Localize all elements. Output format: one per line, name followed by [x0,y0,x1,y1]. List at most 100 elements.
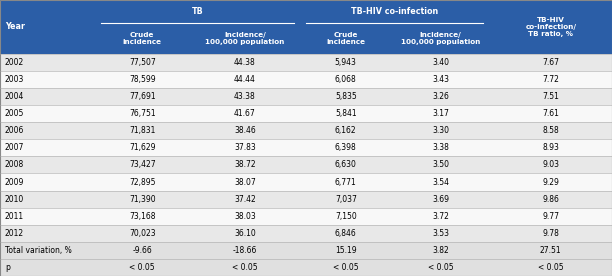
Text: 38.46: 38.46 [234,126,256,135]
Text: 2009: 2009 [5,177,24,187]
Text: 3.26: 3.26 [432,92,449,101]
Text: 2012: 2012 [5,229,24,238]
Text: 9.86: 9.86 [542,195,559,204]
Text: TB: TB [192,7,203,16]
Text: 71,831: 71,831 [129,126,155,135]
Text: 44.38: 44.38 [234,58,256,67]
Text: 7,037: 7,037 [335,195,357,204]
Text: 2005: 2005 [5,109,24,118]
Text: 71,629: 71,629 [129,143,155,152]
Text: 3.50: 3.50 [432,160,449,169]
Text: 9.78: 9.78 [542,229,559,238]
Text: 6,846: 6,846 [335,229,357,238]
Text: 38.07: 38.07 [234,177,256,187]
Text: 78,599: 78,599 [129,75,155,84]
Text: 6,162: 6,162 [335,126,357,135]
Bar [0,139,612,156]
Text: < 0.05: < 0.05 [232,263,258,272]
Bar [0,0,612,54]
Text: 7.67: 7.67 [542,58,559,67]
Text: 6,630: 6,630 [335,160,357,169]
Text: 2011: 2011 [5,212,24,221]
Text: TB-HIV
co-infection/
TB ratio, %: TB-HIV co-infection/ TB ratio, % [525,17,577,37]
Text: < 0.05: < 0.05 [333,263,359,272]
Text: 6,771: 6,771 [335,177,357,187]
Text: 3.43: 3.43 [432,75,449,84]
Text: 3.17: 3.17 [432,109,449,118]
Text: 2006: 2006 [5,126,24,135]
Text: -18.66: -18.66 [233,246,257,255]
Text: 3.69: 3.69 [432,195,449,204]
Text: Incidence/
100,000 population: Incidence/ 100,000 population [401,31,480,45]
Text: 8.58: 8.58 [542,126,559,135]
Text: Total variation, %: Total variation, % [5,246,72,255]
Bar [0,173,612,190]
Text: 9.03: 9.03 [542,160,559,169]
Text: 7.61: 7.61 [542,109,559,118]
Text: 37.83: 37.83 [234,143,256,152]
Text: 3.54: 3.54 [432,177,449,187]
Text: Crude
incidence: Crude incidence [326,31,365,45]
Text: 44.44: 44.44 [234,75,256,84]
Text: 9.29: 9.29 [542,177,559,187]
Text: 37.42: 37.42 [234,195,256,204]
Text: 43.38: 43.38 [234,92,256,101]
Text: 2010: 2010 [5,195,24,204]
Text: 9.77: 9.77 [542,212,559,221]
Text: Year: Year [5,22,25,31]
Text: 72,895: 72,895 [129,177,155,187]
Text: -9.66: -9.66 [132,246,152,255]
Text: 3.38: 3.38 [432,143,449,152]
Text: 5,841: 5,841 [335,109,357,118]
Text: < 0.05: < 0.05 [538,263,564,272]
Bar [0,122,612,139]
Text: < 0.05: < 0.05 [428,263,453,272]
Text: 2007: 2007 [5,143,24,152]
Text: 2002: 2002 [5,58,24,67]
Bar [0,242,612,259]
Text: 36.10: 36.10 [234,229,256,238]
Text: 7,150: 7,150 [335,212,357,221]
Bar [0,88,612,105]
Text: 2004: 2004 [5,92,24,101]
Text: 41.67: 41.67 [234,109,256,118]
Text: 77,691: 77,691 [129,92,155,101]
Text: 6,068: 6,068 [335,75,357,84]
Bar [0,208,612,225]
Bar [0,105,612,122]
Text: 3.30: 3.30 [432,126,449,135]
Text: 7.72: 7.72 [542,75,559,84]
Text: TB-HIV co-infection: TB-HIV co-infection [351,7,438,16]
Bar [0,156,612,173]
Bar [0,225,612,242]
Text: 38.03: 38.03 [234,212,256,221]
Bar [0,54,612,71]
Text: 76,751: 76,751 [129,109,155,118]
Text: 70,023: 70,023 [129,229,155,238]
Text: 7.51: 7.51 [542,92,559,101]
Bar [0,259,612,276]
Text: 3.82: 3.82 [432,246,449,255]
Text: 38.72: 38.72 [234,160,256,169]
Text: 15.19: 15.19 [335,246,357,255]
Bar [0,71,612,88]
Text: < 0.05: < 0.05 [130,263,155,272]
Text: Crude
incidence: Crude incidence [123,31,162,45]
Text: 8.93: 8.93 [542,143,559,152]
Text: 3.53: 3.53 [432,229,449,238]
Text: p: p [5,263,10,272]
Text: 3.72: 3.72 [432,212,449,221]
Text: 2003: 2003 [5,75,24,84]
Text: Incidence/
100,000 population: Incidence/ 100,000 population [205,31,285,45]
Text: 6,398: 6,398 [335,143,357,152]
Text: 27.51: 27.51 [540,246,562,255]
Text: 3.40: 3.40 [432,58,449,67]
Text: 73,427: 73,427 [129,160,155,169]
Text: 73,168: 73,168 [129,212,155,221]
Text: 71,390: 71,390 [129,195,155,204]
Text: 5,943: 5,943 [335,58,357,67]
Text: 2008: 2008 [5,160,24,169]
Text: 77,507: 77,507 [129,58,155,67]
Text: 5,835: 5,835 [335,92,357,101]
Bar [0,190,612,208]
